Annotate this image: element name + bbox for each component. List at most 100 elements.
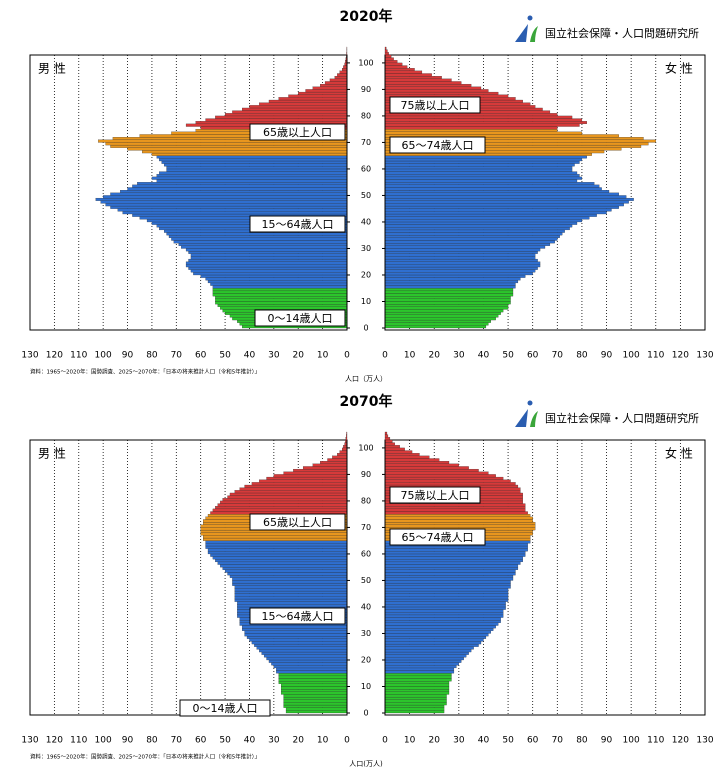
bar bbox=[384, 113, 558, 117]
bar bbox=[163, 163, 348, 167]
y-tick-label: 90 bbox=[361, 470, 371, 479]
bar bbox=[256, 646, 348, 650]
bar bbox=[337, 73, 348, 77]
bar bbox=[384, 203, 624, 207]
bar bbox=[384, 192, 619, 196]
bar bbox=[384, 245, 546, 249]
bar bbox=[384, 519, 533, 523]
annotation: 75歳以上人口 bbox=[401, 99, 470, 112]
y-tick-label: 0 bbox=[363, 709, 368, 718]
bar bbox=[384, 166, 573, 170]
annotation: 65〜74歳人口 bbox=[402, 531, 474, 544]
bar bbox=[234, 593, 348, 597]
bar bbox=[384, 675, 452, 679]
bar bbox=[384, 580, 511, 584]
bar bbox=[259, 649, 348, 653]
logo bbox=[530, 26, 538, 42]
bar bbox=[122, 211, 348, 215]
y-tick-label: 10 bbox=[361, 297, 371, 306]
male-label: 男 性 bbox=[38, 447, 66, 461]
logo bbox=[527, 15, 533, 21]
x-tick-label: 130 bbox=[21, 736, 38, 746]
bar bbox=[384, 274, 526, 278]
x-tick-label: 130 bbox=[696, 351, 713, 361]
bar bbox=[298, 91, 348, 95]
bar bbox=[384, 304, 509, 307]
bar bbox=[212, 293, 348, 297]
bar bbox=[384, 559, 523, 563]
annotation: 15〜64歳人口 bbox=[262, 218, 334, 231]
bar bbox=[268, 99, 348, 103]
bar bbox=[156, 179, 348, 183]
x-tick-label: 50 bbox=[502, 351, 514, 361]
x-tick-label: 0 bbox=[344, 351, 350, 361]
bar bbox=[320, 83, 348, 87]
bar bbox=[273, 474, 348, 478]
bar bbox=[384, 442, 395, 446]
bar bbox=[384, 78, 452, 82]
bar bbox=[151, 176, 348, 180]
annotation-box bbox=[389, 136, 486, 154]
bar bbox=[384, 468, 479, 472]
bar bbox=[188, 266, 348, 270]
bar bbox=[278, 678, 348, 682]
bar bbox=[384, 585, 511, 589]
bar bbox=[278, 675, 348, 679]
bar bbox=[384, 237, 558, 241]
annotation: 65歳以上人口 bbox=[263, 126, 332, 139]
bar bbox=[222, 498, 348, 502]
bar bbox=[384, 184, 600, 188]
bar bbox=[220, 306, 348, 310]
bar bbox=[384, 232, 563, 236]
bar bbox=[285, 710, 348, 714]
bar bbox=[242, 625, 348, 629]
bar bbox=[224, 113, 348, 117]
bar bbox=[188, 258, 348, 262]
bar bbox=[384, 553, 526, 557]
bar bbox=[384, 253, 536, 257]
bar bbox=[281, 689, 348, 692]
bar bbox=[324, 81, 348, 85]
bar bbox=[283, 702, 348, 706]
bar bbox=[384, 60, 398, 64]
bar bbox=[273, 665, 348, 669]
bar bbox=[384, 471, 489, 475]
bar bbox=[384, 258, 538, 262]
bar bbox=[384, 689, 450, 692]
bar bbox=[246, 635, 348, 639]
bar bbox=[242, 107, 348, 111]
bar bbox=[384, 657, 464, 661]
bar bbox=[212, 290, 348, 294]
bar bbox=[384, 482, 516, 486]
x-tick-label: 40 bbox=[478, 736, 490, 746]
bar bbox=[384, 696, 447, 700]
bar bbox=[283, 696, 348, 700]
bar bbox=[312, 463, 348, 467]
bar bbox=[293, 468, 348, 472]
bar bbox=[224, 569, 348, 573]
bar bbox=[384, 508, 526, 512]
bar bbox=[212, 285, 348, 289]
bar bbox=[384, 633, 489, 637]
bar bbox=[251, 482, 348, 486]
bar bbox=[168, 235, 348, 238]
bar bbox=[384, 261, 541, 265]
bar bbox=[193, 272, 348, 276]
bar bbox=[341, 68, 348, 71]
annotation-box bbox=[389, 96, 481, 114]
y-tick-label: 50 bbox=[361, 576, 371, 585]
bar bbox=[181, 245, 348, 249]
bar bbox=[384, 622, 499, 626]
bar bbox=[384, 545, 528, 549]
bar bbox=[207, 548, 348, 552]
bar bbox=[384, 506, 526, 510]
bar bbox=[384, 466, 469, 470]
bar bbox=[384, 256, 536, 260]
bar bbox=[384, 670, 455, 674]
bar bbox=[384, 665, 457, 669]
bar bbox=[261, 651, 348, 655]
bar bbox=[341, 447, 348, 451]
bar bbox=[210, 282, 348, 286]
bar bbox=[384, 272, 533, 276]
bar bbox=[384, 463, 459, 467]
